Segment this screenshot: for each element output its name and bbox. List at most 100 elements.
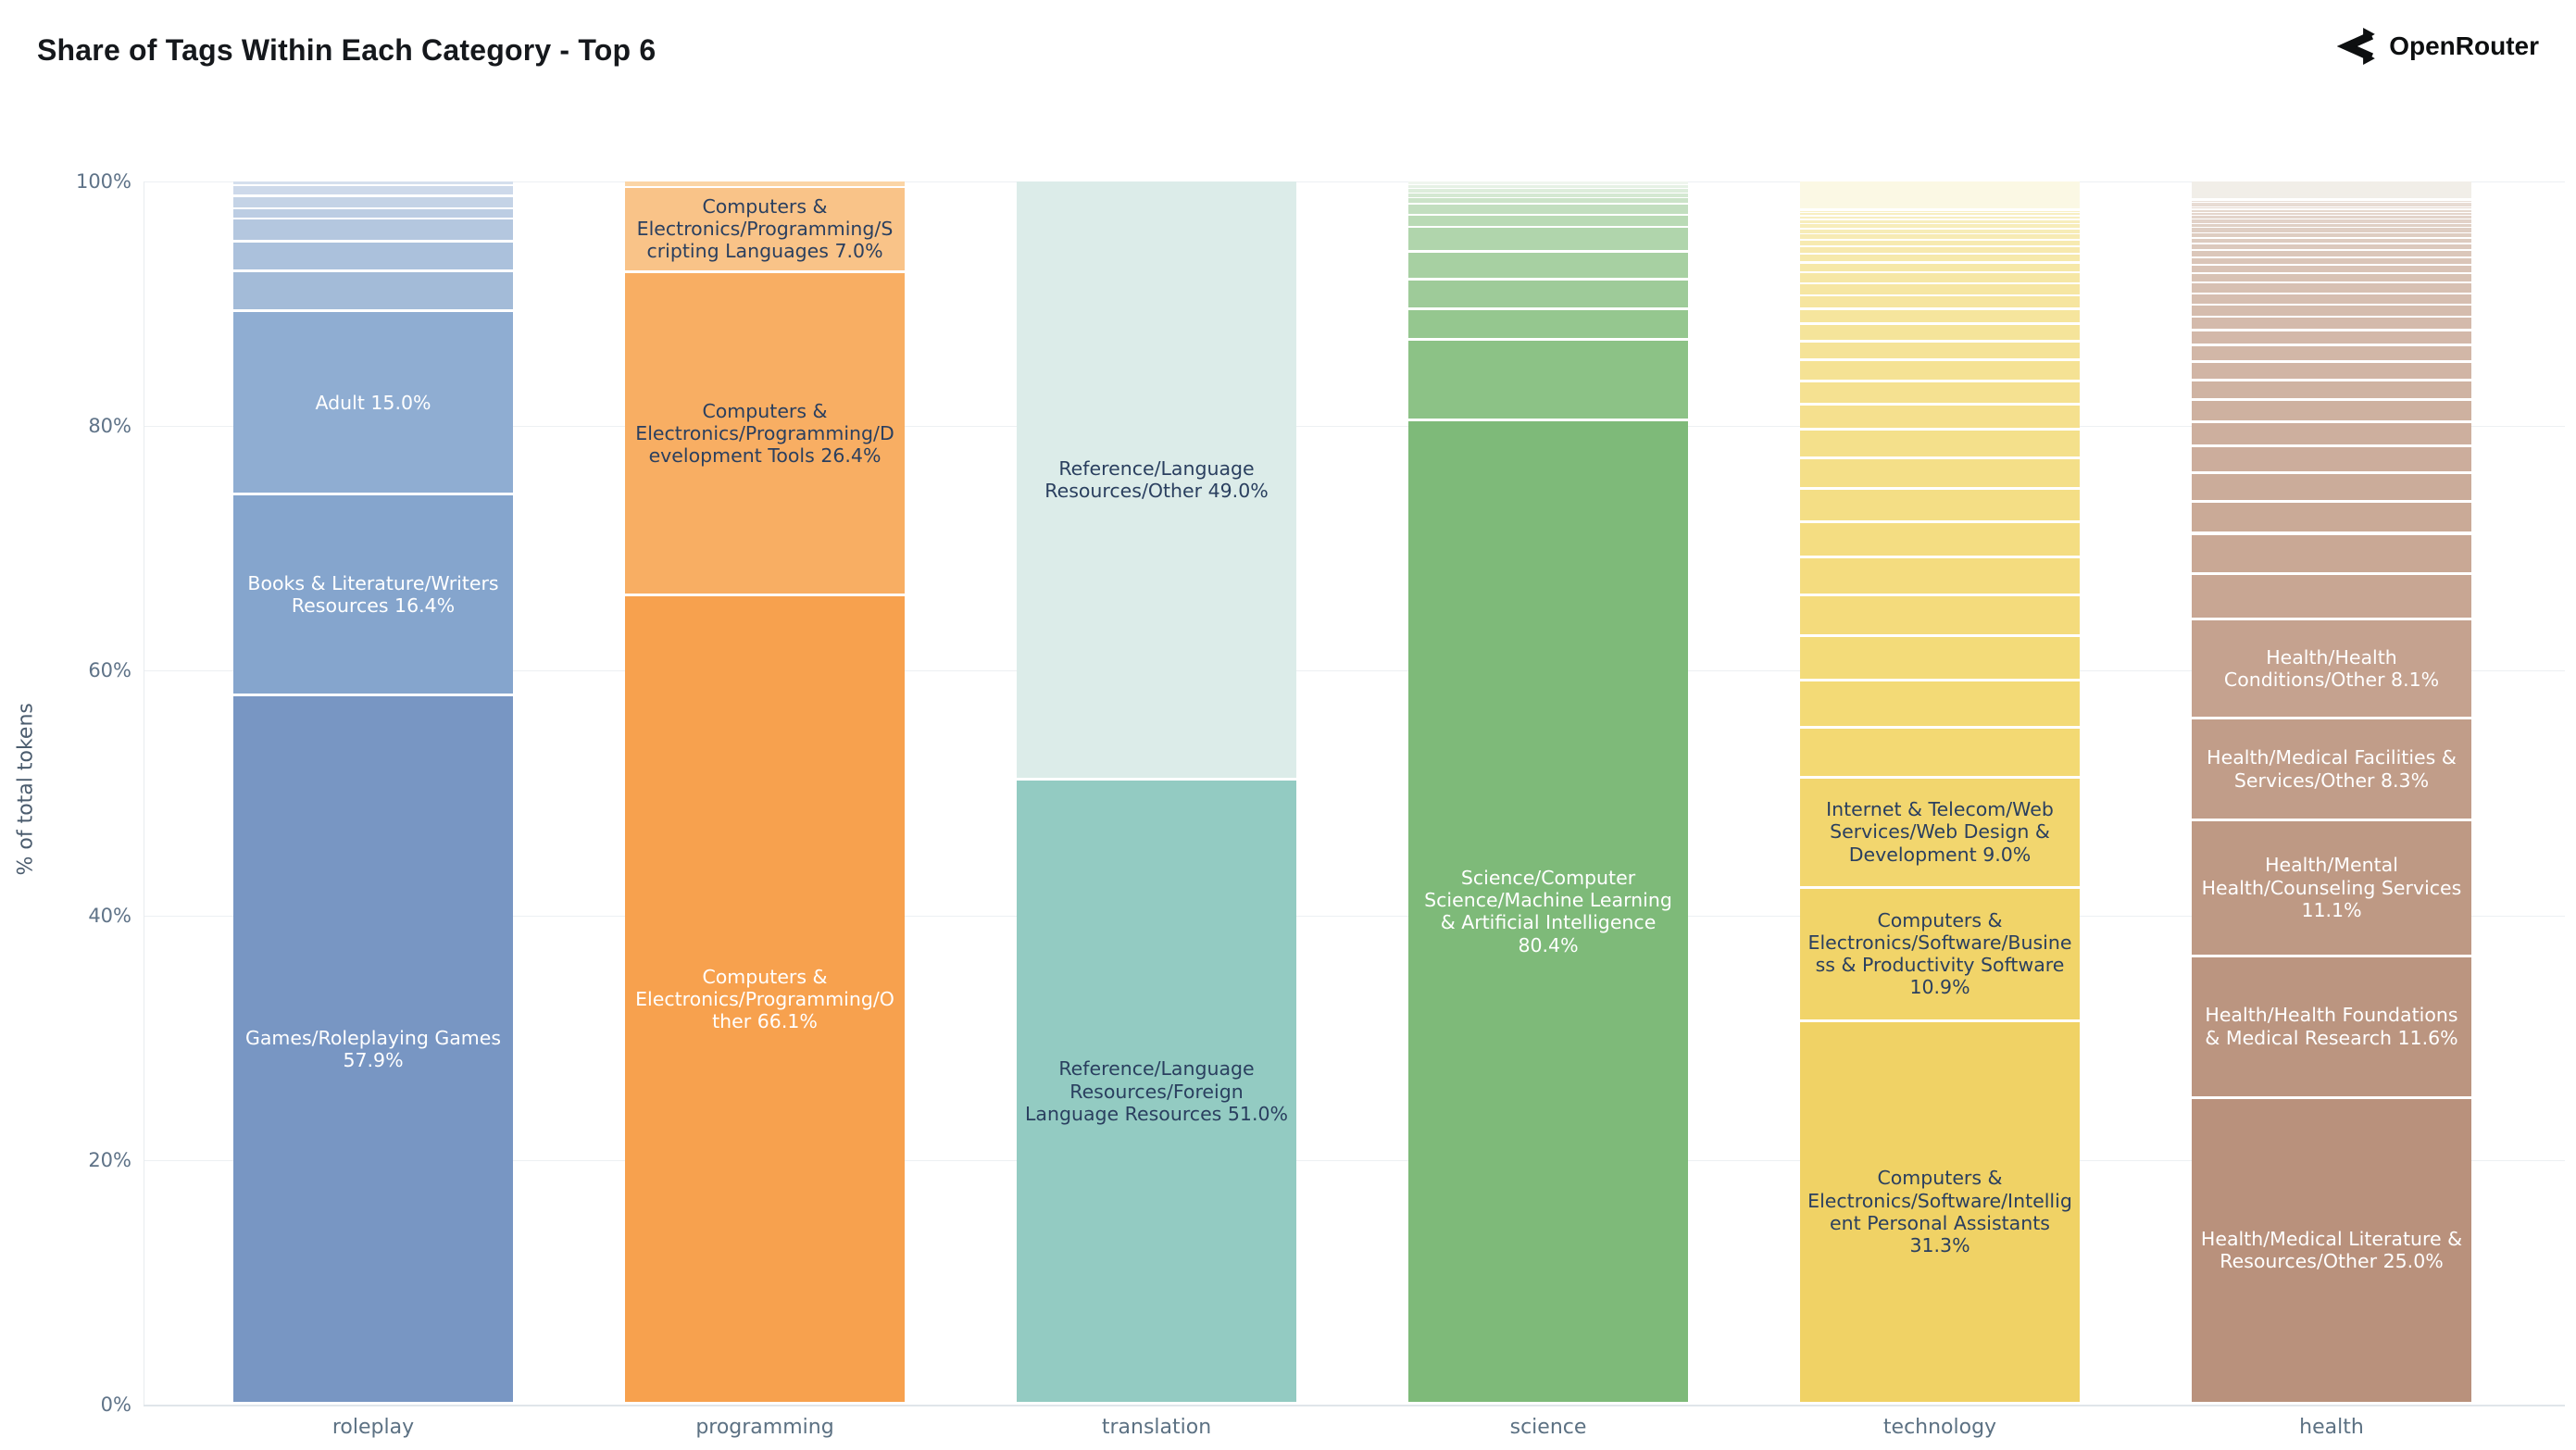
bar-segment-minor bbox=[2192, 294, 2471, 304]
bar-segment-minor bbox=[2192, 232, 2471, 238]
bar-segment-minor bbox=[1408, 281, 1688, 307]
bar-segment-minor bbox=[1800, 595, 2080, 635]
brand-name: OpenRouter bbox=[2389, 31, 2539, 60]
x-tick-label-technology: technology bbox=[1882, 1416, 1997, 1439]
bar-segment-minor bbox=[233, 185, 513, 195]
x-tick-label-translation: translation bbox=[1101, 1416, 1212, 1439]
bar-segment-minor bbox=[1408, 228, 1688, 250]
y-tick-label: 0% bbox=[100, 1394, 131, 1416]
bar-segment-minor bbox=[1408, 215, 1688, 227]
bar-segment: Computers & Electronics/Programming/Othe… bbox=[625, 595, 905, 1402]
y-tick-label: 20% bbox=[88, 1148, 131, 1171]
bar-segment-minor bbox=[1800, 181, 2080, 208]
bar-segment-minor bbox=[1408, 198, 1688, 204]
bar-segment-minor bbox=[1408, 181, 1688, 184]
bar-segment-minor bbox=[1800, 342, 2080, 359]
bar-segment-minor bbox=[2192, 534, 2471, 573]
bar-segment-minor bbox=[233, 181, 513, 185]
gridline bbox=[144, 1159, 2565, 1161]
bar-segment-minor bbox=[1800, 213, 2080, 216]
bar-segment-label: Computers & Electronics/Programming/Deve… bbox=[635, 399, 894, 468]
bar-segment: Books & Literature/Writers Resources 16.… bbox=[233, 495, 513, 694]
bar-segment-minor bbox=[2192, 250, 2471, 256]
bar-segment-label: Internet & Telecom/Web Services/Web Desi… bbox=[1826, 798, 2054, 866]
bar-segment-minor bbox=[1408, 184, 1688, 188]
bar-segment-minor bbox=[2192, 209, 2471, 212]
bar-segment-minor bbox=[2192, 447, 2471, 471]
bar-segment-label: Reference/Language Resources/Other 49.0% bbox=[1044, 456, 1269, 503]
bar-segment-label: Adult 15.0% bbox=[315, 391, 431, 414]
bar-segment: Computers & Electronics/Software/Busines… bbox=[1800, 888, 2080, 1019]
bar-segment-label: Health/Medical Literature & Resources/Ot… bbox=[2200, 1228, 2463, 1273]
bar-segment: Computers & Electronics/Software/Intelli… bbox=[1800, 1021, 2080, 1402]
bar-segment-minor bbox=[2192, 381, 2471, 399]
bar-segment-minor bbox=[2192, 503, 2471, 532]
bar-segment-minor bbox=[2192, 212, 2471, 216]
bar-segment-minor bbox=[2192, 257, 2471, 265]
bar-segment-minor bbox=[1800, 325, 2080, 340]
bar-segment-minor bbox=[1800, 458, 2080, 487]
bar-segment: Health/Medical Literature & Resources/Ot… bbox=[2192, 1098, 2471, 1402]
bar-segment-minor bbox=[1800, 381, 2080, 403]
x-tick-label-programming: programming bbox=[695, 1416, 834, 1439]
bar-segment-minor bbox=[2192, 283, 2471, 293]
bar-segment-minor bbox=[2192, 346, 2471, 361]
bar-segment-label: Computers & Electronics/Software/Intelli… bbox=[1807, 1167, 2072, 1256]
bar-segment-minor bbox=[1408, 252, 1688, 278]
bar-segment-minor bbox=[2192, 216, 2471, 219]
bar-segment: Health/Health Conditions/Other 8.1% bbox=[2192, 620, 2471, 718]
bar-segment-minor bbox=[1800, 729, 2080, 776]
bar-segment-minor bbox=[2192, 266, 2471, 273]
bar-segment-minor bbox=[1408, 194, 1688, 198]
bar-segment: Health/Mental Health/Counseling Services… bbox=[2192, 820, 2471, 955]
gridline bbox=[144, 915, 2565, 917]
bar-segment-minor bbox=[2192, 223, 2471, 228]
x-tick-label-science: science bbox=[1509, 1416, 1587, 1439]
bar-segment-minor bbox=[1800, 263, 2080, 272]
bar-segment-minor bbox=[2192, 201, 2471, 203]
bar-segment-minor bbox=[2192, 363, 2471, 379]
bar-segment-minor bbox=[2192, 318, 2471, 330]
bar-segment: Reference/Language Resources/Foreign Lan… bbox=[1017, 781, 1296, 1402]
gridline bbox=[144, 670, 2565, 672]
bar-segment-minor bbox=[1800, 431, 2080, 456]
y-tick-label: 80% bbox=[88, 415, 131, 438]
bar-segment-minor bbox=[1800, 489, 2080, 520]
bar-segment-minor bbox=[1800, 557, 2080, 594]
bar-segment-minor bbox=[233, 243, 513, 269]
bar-segment-minor bbox=[1800, 309, 2080, 323]
bar-segment-label: Health/Health Conditions/Other 8.1% bbox=[2223, 646, 2440, 692]
bar-segment-label: Computers & Electronics/Programming/Scri… bbox=[636, 195, 894, 263]
brand: OpenRouter bbox=[2334, 28, 2539, 65]
bar-segment-minor bbox=[1800, 210, 2080, 213]
gridline bbox=[144, 1405, 2565, 1406]
bar-segment-minor bbox=[2192, 228, 2471, 232]
bar-segment-minor bbox=[233, 219, 513, 241]
chart-title: Share of Tags Within Each Category - Top… bbox=[37, 33, 657, 67]
bar-segment-label: Health/Medical Facilities & Services/Oth… bbox=[2207, 746, 2457, 792]
bar-segment-minor bbox=[233, 271, 513, 310]
bar-segment-minor bbox=[1800, 224, 2080, 229]
bar-segment: Health/Medical Facilities & Services/Oth… bbox=[2192, 719, 2471, 819]
bar-segment: Computers & Electronics/Programming/Scri… bbox=[625, 187, 905, 271]
bar-segment-minor bbox=[1408, 205, 1688, 214]
bar-segment-minor bbox=[1408, 340, 1688, 419]
bar-segment-minor bbox=[1800, 241, 2080, 246]
bar-segment-minor bbox=[1800, 361, 2080, 380]
bar-segment-minor bbox=[1800, 405, 2080, 429]
bar-segment: Health/Health Foundations & Medical Rese… bbox=[2192, 956, 2471, 1096]
bar-segment-label: Games/Roleplaying Games 57.9% bbox=[244, 1026, 502, 1072]
bar-segment-minor bbox=[2192, 181, 2471, 199]
bar-segment-minor bbox=[1800, 216, 2080, 219]
x-tick-label-health: health bbox=[2299, 1416, 2364, 1439]
bar-segment-label: Science/Computer Science/Machine Learnin… bbox=[1424, 867, 1672, 956]
bar-segment-minor bbox=[1800, 296, 2080, 307]
bar-segment-minor bbox=[1800, 255, 2080, 262]
bar-segment-minor bbox=[2192, 274, 2471, 282]
bar-segment-minor bbox=[2192, 401, 2471, 421]
bar-segment-minor bbox=[1800, 234, 2080, 240]
bar-segment-minor bbox=[1800, 522, 2080, 556]
bar-segment: Internet & Telecom/Web Services/Web Desi… bbox=[1800, 778, 2080, 886]
bar-segment-minor bbox=[625, 181, 905, 186]
